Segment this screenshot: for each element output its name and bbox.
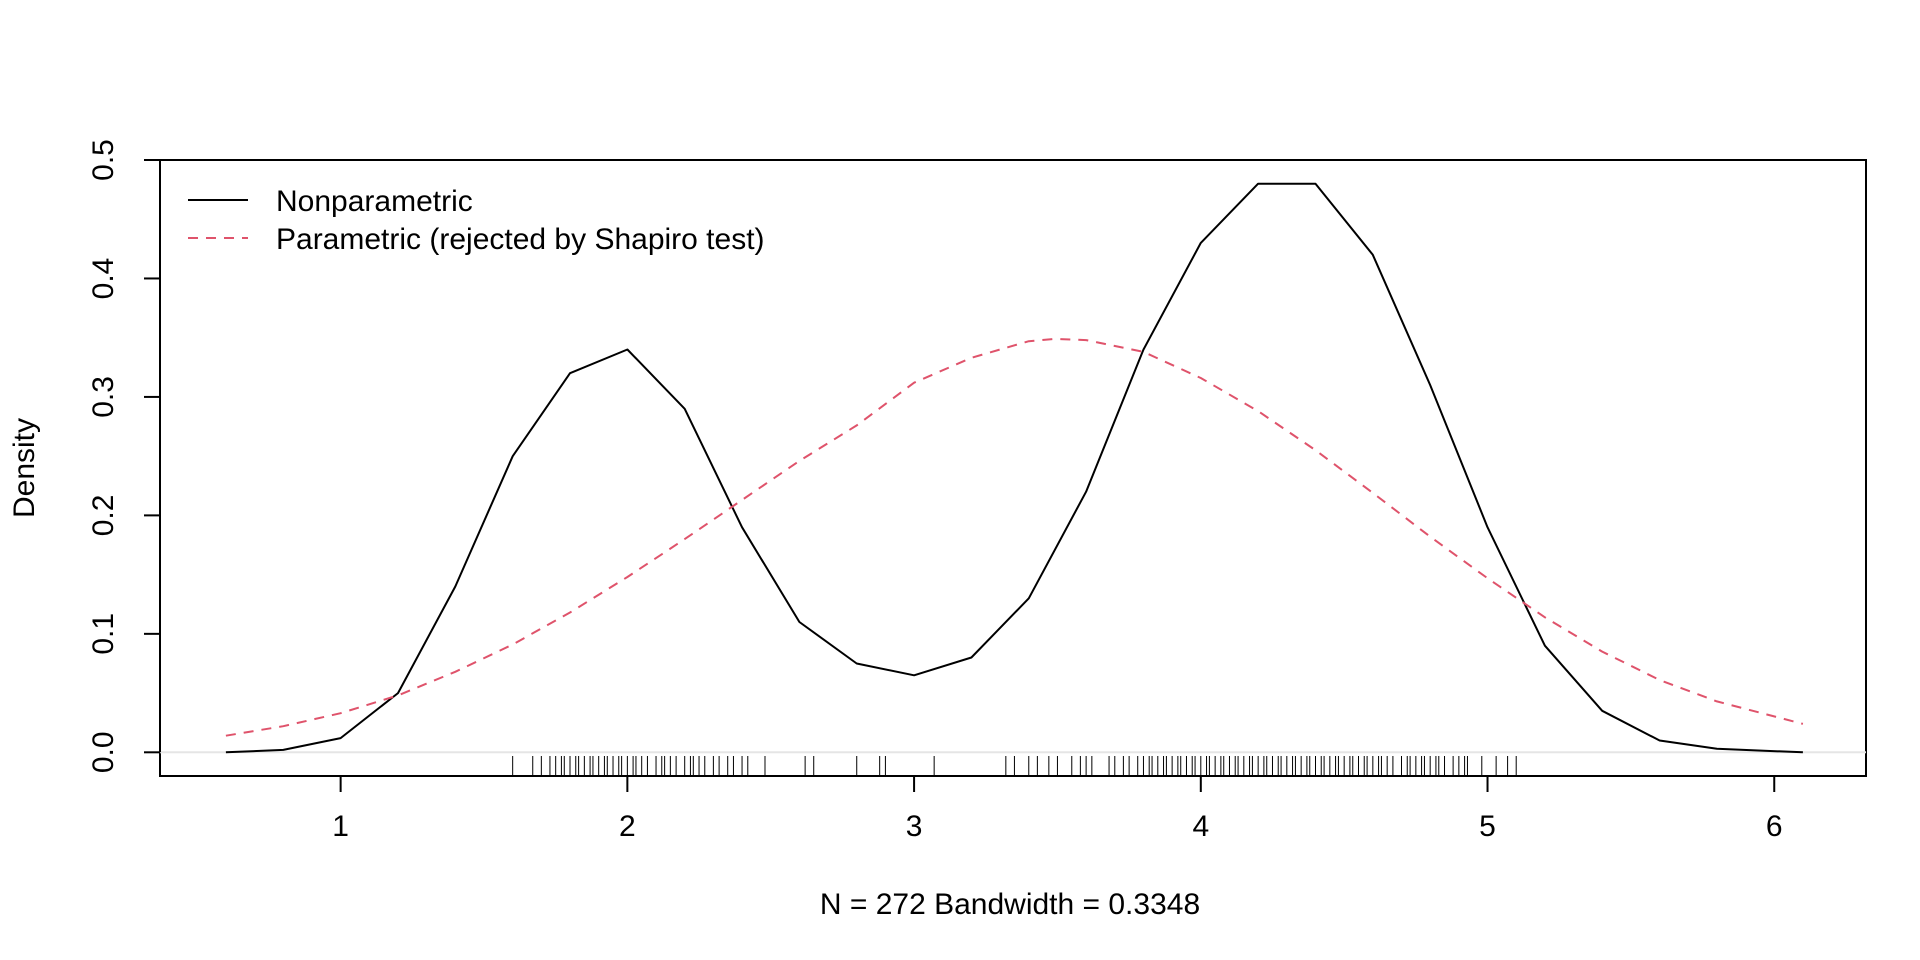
x-tick-label: 4 xyxy=(1192,810,1209,843)
legend-label: Nonparametric xyxy=(276,185,473,218)
y-tick-label: 0.5 xyxy=(87,139,120,181)
y-tick-label: 0.4 xyxy=(87,258,120,300)
x-axis-label: N = 272 Bandwidth = 0.3348 xyxy=(820,888,1200,921)
x-tick-label: 6 xyxy=(1766,810,1783,843)
legend-label: Parametric (rejected by Shapiro test) xyxy=(276,223,765,256)
y-tick-label: 0.2 xyxy=(87,495,120,537)
series-line-nonparametric xyxy=(225,182,1803,754)
x-tick-label: 2 xyxy=(619,810,636,843)
x-tick-label: 3 xyxy=(906,810,923,843)
series-line-parametric xyxy=(225,337,1804,737)
x-tick-label: 1 xyxy=(332,810,349,843)
y-tick-label: 0.0 xyxy=(87,731,120,773)
x-tick-label: 5 xyxy=(1479,810,1496,843)
y-axis-label: Density xyxy=(8,418,41,518)
y-tick-label: 0.3 xyxy=(87,376,120,418)
y-tick-label: 0.1 xyxy=(87,613,120,655)
